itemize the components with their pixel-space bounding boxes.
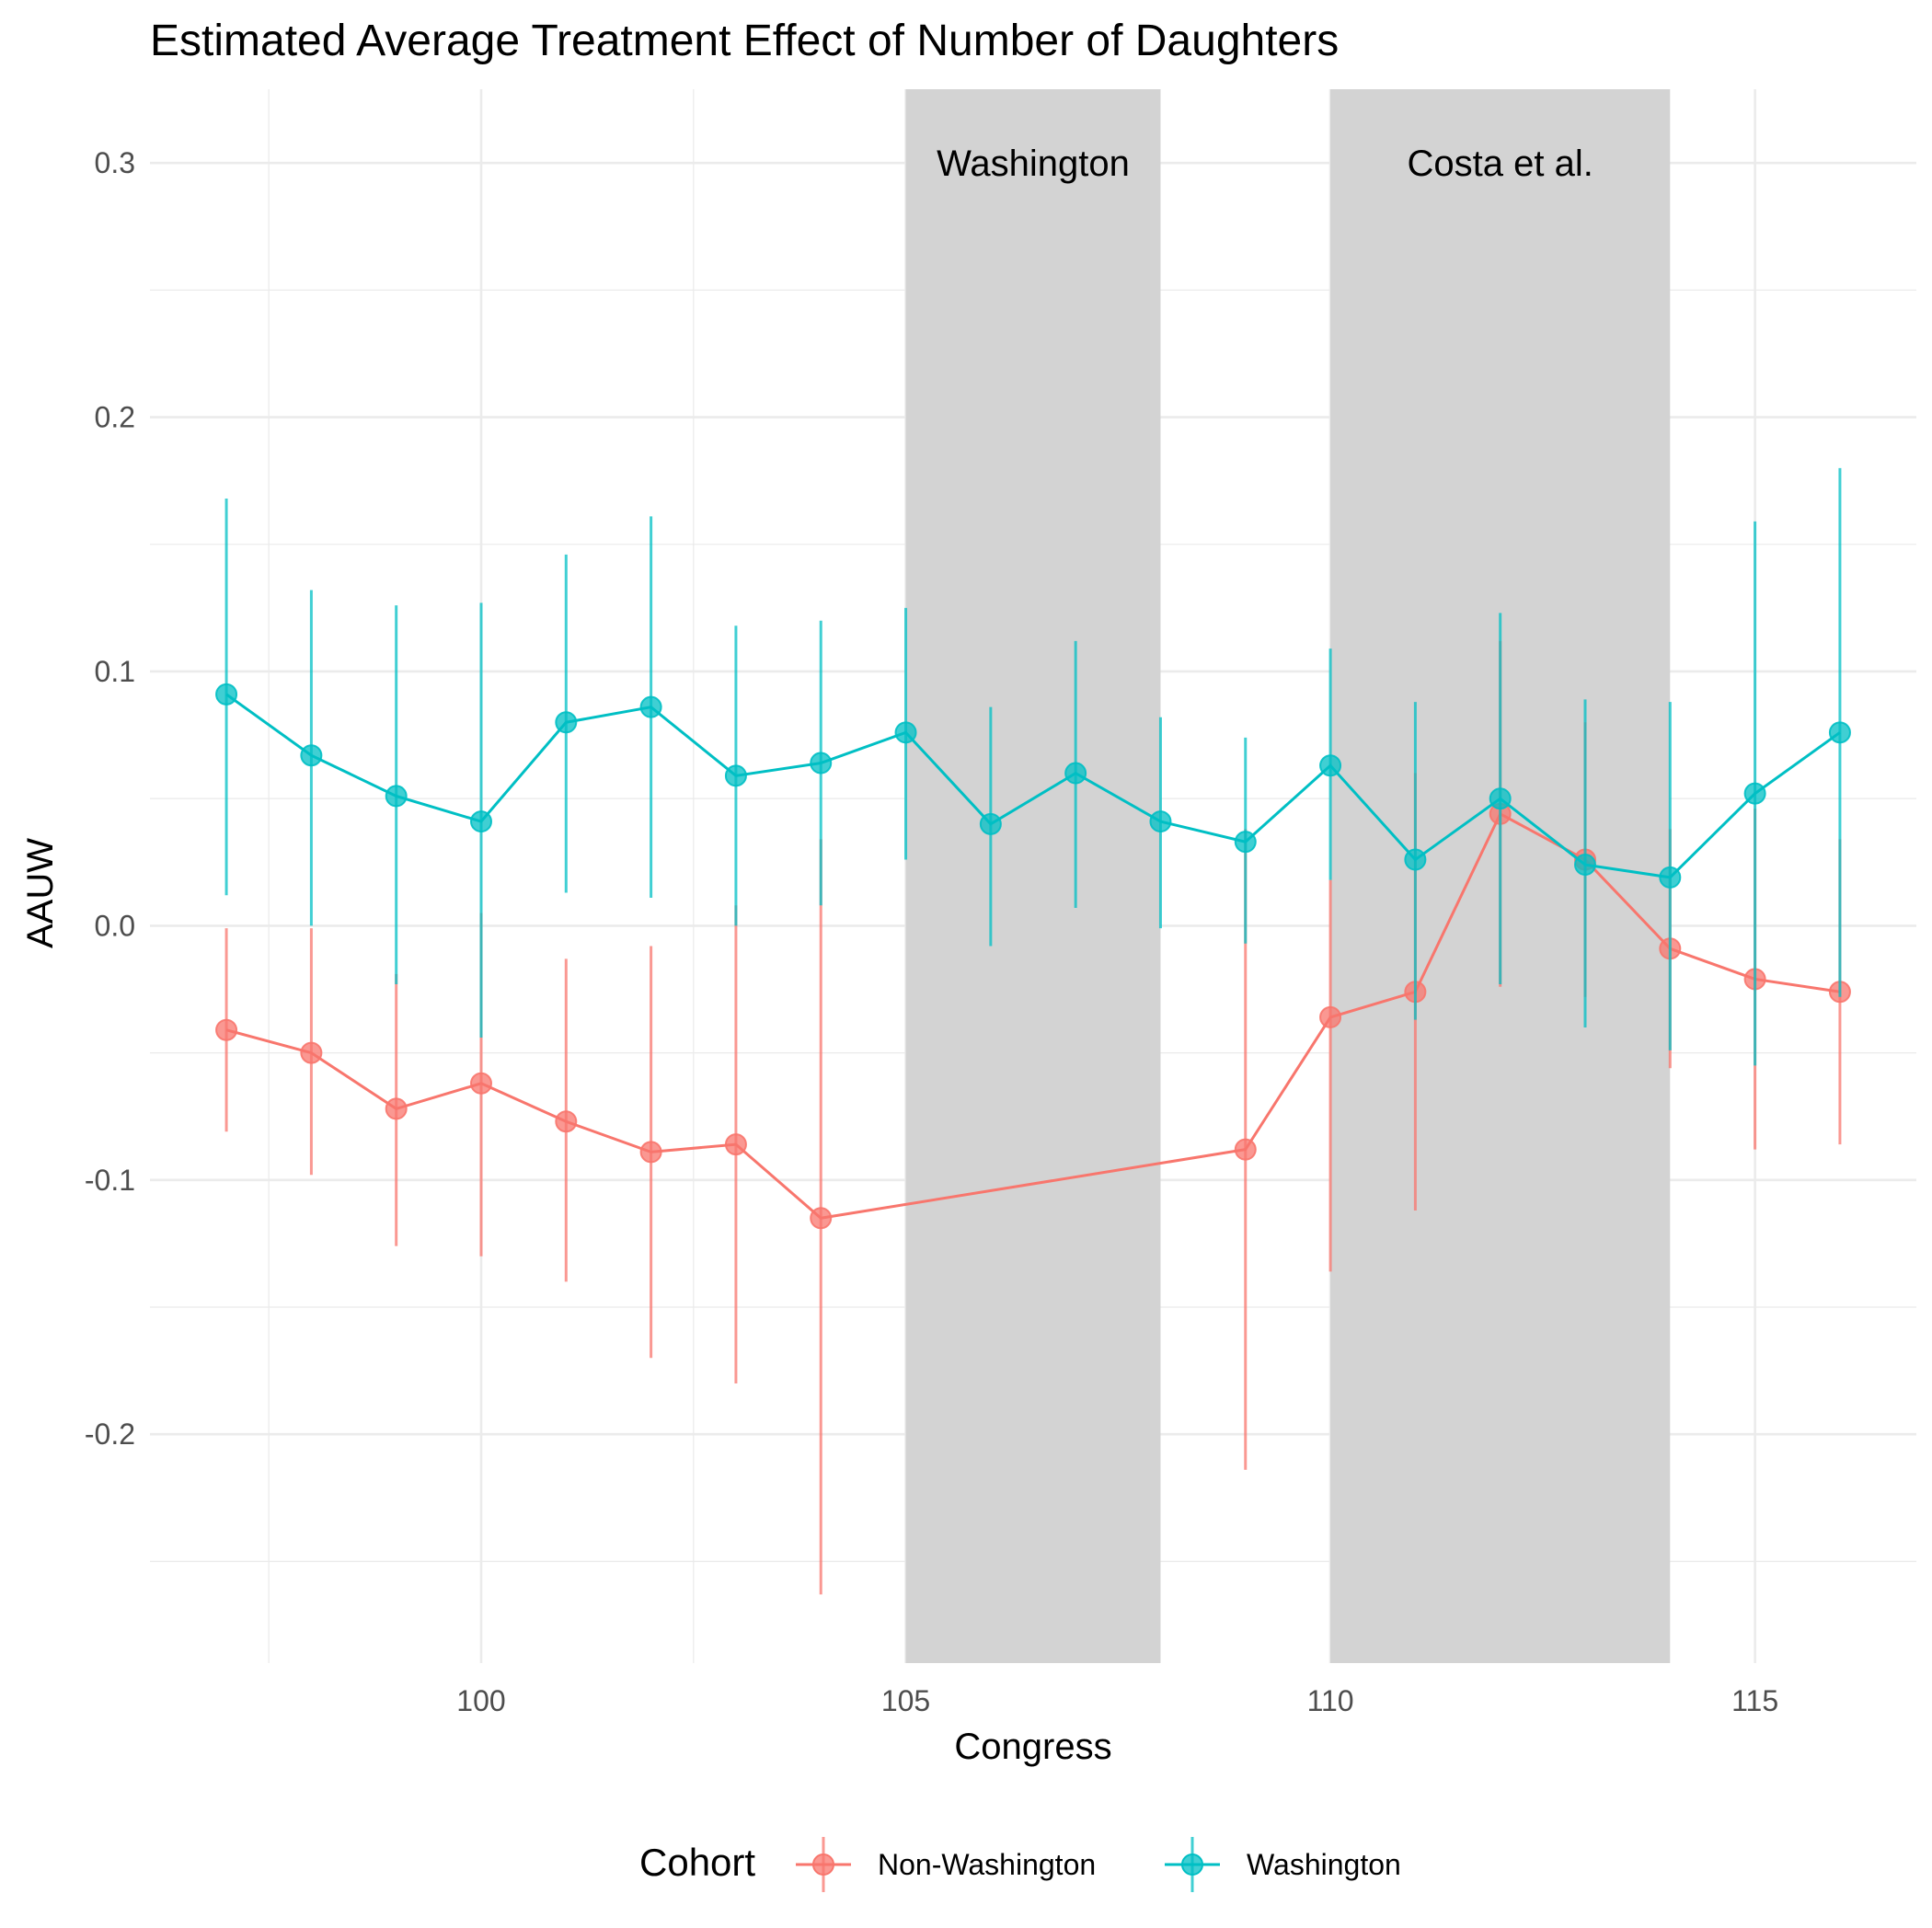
data-point <box>470 1072 492 1095</box>
x-tick-label: 100 <box>456 1684 505 1717</box>
legend-key <box>796 1837 851 1892</box>
y-tick-label: 0.1 <box>95 655 135 688</box>
data-point <box>810 752 833 775</box>
legend-label: Washington <box>1247 1848 1401 1881</box>
x-tick-label: 115 <box>1731 1684 1778 1717</box>
series-group <box>215 467 1851 1066</box>
data-point <box>300 1041 323 1064</box>
shaded-region-label: Costa et al. <box>1408 143 1593 184</box>
axis-ticks: 100 105 110 115 -0.2 -0.1 0.0 0.1 0.2 0.3 <box>85 146 1778 1717</box>
data-point <box>1234 831 1257 854</box>
data-point <box>1319 1005 1342 1028</box>
legend-key-point <box>1181 1853 1203 1876</box>
data-point <box>724 1133 747 1156</box>
data-point <box>894 721 917 744</box>
data-point <box>1234 1138 1257 1161</box>
legend-label: Non-Washington <box>878 1848 1096 1881</box>
y-tick-label: -0.1 <box>85 1164 135 1197</box>
data-point <box>639 695 662 718</box>
legend-key-point <box>812 1853 834 1876</box>
data-point <box>810 1207 833 1230</box>
data-point <box>1319 754 1342 777</box>
y-tick-label: -0.2 <box>85 1417 135 1451</box>
shaded-regions <box>905 89 1671 1663</box>
legend-key <box>1165 1837 1220 1892</box>
x-axis-title: Congress <box>954 1727 1111 1767</box>
data-point <box>1489 787 1512 810</box>
data-point <box>385 1097 408 1120</box>
data-point <box>1743 782 1766 805</box>
y-tick-label: 0.3 <box>95 146 135 179</box>
data-point <box>1404 848 1427 871</box>
data-point <box>385 785 408 808</box>
data-point <box>555 1110 578 1133</box>
series-line <box>225 693 1841 879</box>
data-point <box>1149 810 1172 833</box>
data-point <box>470 810 492 833</box>
data-point <box>1659 866 1682 889</box>
chart-title: Estimated Average Treatment Effect of Nu… <box>150 17 1339 65</box>
series <box>215 467 1851 1595</box>
x-tick-label: 110 <box>1307 1684 1354 1717</box>
y-tick-label: 0.2 <box>95 401 135 434</box>
legend: Cohort Non-Washington Washington <box>639 1837 1401 1892</box>
y-tick-label: 0.0 <box>95 909 135 942</box>
shaded-region-labels: Washington Costa et al. <box>937 143 1593 184</box>
shaded-region <box>905 89 1161 1663</box>
data-point <box>300 744 323 767</box>
series-line <box>225 811 1841 1220</box>
data-point <box>979 812 1002 835</box>
data-point <box>1828 721 1851 744</box>
data-point <box>555 711 578 734</box>
data-point <box>1064 762 1087 785</box>
data-point <box>215 683 238 706</box>
data-point <box>639 1141 662 1164</box>
data-point <box>215 1018 238 1041</box>
shaded-region-label: Washington <box>937 143 1130 184</box>
legend-title: Cohort <box>639 1841 755 1884</box>
y-axis-title: AAUW <box>20 838 61 948</box>
data-point <box>724 764 747 787</box>
x-tick-label: 105 <box>881 1684 930 1717</box>
data-point <box>1574 854 1596 877</box>
